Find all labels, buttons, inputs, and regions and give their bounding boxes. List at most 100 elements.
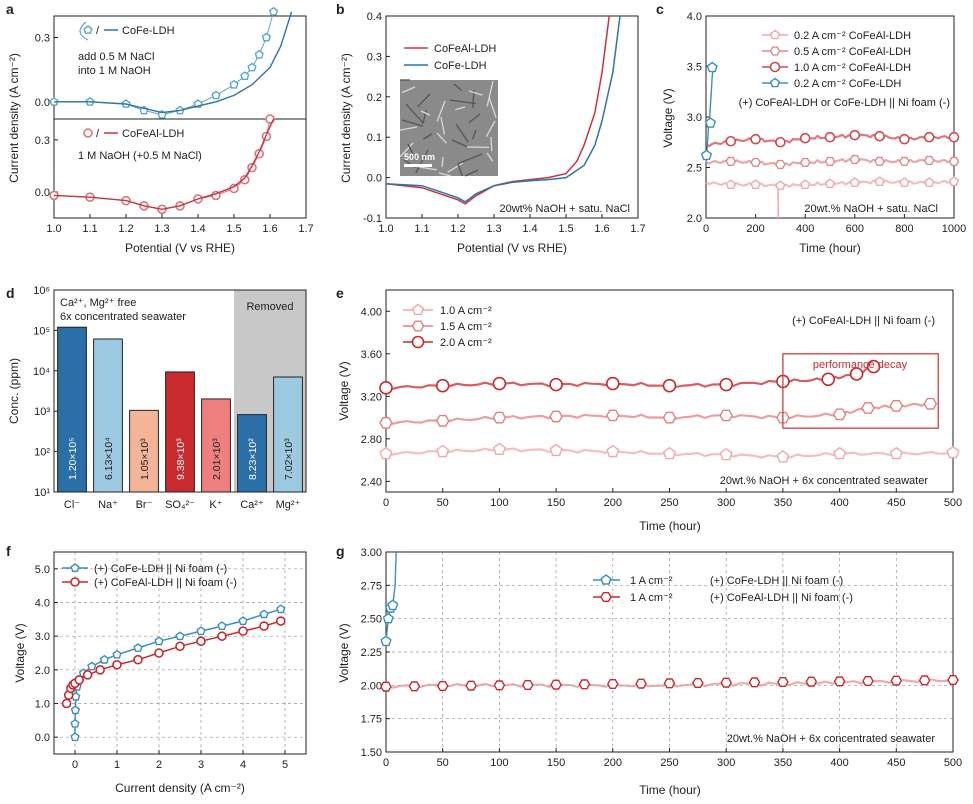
data-point xyxy=(217,621,227,630)
sem-texture xyxy=(415,149,429,174)
x-tick-label: 150 xyxy=(547,757,565,769)
y-tick-label: 4.0 xyxy=(687,11,702,23)
data-point xyxy=(662,411,677,424)
y-tick-label: 0.0 xyxy=(367,173,382,185)
data-point xyxy=(889,446,903,460)
x-tick-label: 1.2 xyxy=(450,223,465,235)
data-point xyxy=(492,442,506,455)
data-point xyxy=(777,677,789,687)
series-line xyxy=(705,66,715,163)
legend-label: (+) CoFeAl-LDH || Ni foam (-) xyxy=(94,577,237,589)
legend-marker xyxy=(83,128,93,138)
sem-texture xyxy=(405,103,424,124)
data-point xyxy=(259,609,269,619)
data-point xyxy=(380,681,392,692)
data-point xyxy=(550,679,562,690)
scale-bar-label: 500 nm xyxy=(404,152,435,162)
data-point xyxy=(704,117,717,128)
sem-texture xyxy=(451,139,469,148)
x-tick-label: 1 xyxy=(114,759,120,771)
data-point xyxy=(549,410,563,423)
legend-label: 0.5 A cm⁻² CoFeAl-LDH xyxy=(794,46,911,58)
data-point xyxy=(521,680,534,690)
y-tick-label: 10⁵ xyxy=(33,325,50,337)
data-point xyxy=(465,680,477,691)
data-point xyxy=(849,129,861,141)
data-point xyxy=(379,381,393,395)
y-tick-label: 3.0 xyxy=(687,112,702,124)
x-tick-label: 200 xyxy=(604,497,622,509)
subplot-frame xyxy=(53,118,307,219)
x-tick-label: 600 xyxy=(846,223,864,235)
x-tick-label: Cl⁻ xyxy=(64,499,80,511)
y-axis-label: Current density (A cm⁻²) xyxy=(7,53,21,183)
bar-4 xyxy=(201,398,231,493)
x-tick-label: 1.2 xyxy=(118,223,133,235)
data-point xyxy=(175,641,185,652)
data-point xyxy=(112,649,122,659)
legend-marker xyxy=(769,61,781,73)
y-tick-label: 3.60 xyxy=(361,349,382,361)
y-tick-label: 3.00 xyxy=(361,547,382,559)
plot-frame xyxy=(385,15,639,219)
x-tick-label: 100 xyxy=(490,497,508,509)
sem-texture xyxy=(455,123,469,143)
y-tick-label: 0.0 xyxy=(35,732,50,744)
sem-texture xyxy=(436,100,446,122)
annotation-text: 20wt% NaOH + satu. NaCl xyxy=(499,203,630,215)
data-point xyxy=(635,678,647,689)
x-tick-label: 400 xyxy=(796,223,814,235)
x-tick-label: 1.4 xyxy=(522,223,537,235)
annotation-arrow xyxy=(79,21,89,41)
legend-description: (+) CoFeAl-LDH || Ni foam (-) xyxy=(710,592,853,604)
series-line xyxy=(385,15,610,205)
x-tick-label: 1.7 xyxy=(630,223,645,235)
data-point xyxy=(700,149,713,161)
data-point xyxy=(211,90,221,100)
sem-texture xyxy=(486,80,494,107)
y-axis-label: Voltage (V) xyxy=(13,623,27,682)
annotation-text: 20wt.% NaOH + 6x concentrated seawater xyxy=(720,475,929,487)
data-point xyxy=(436,681,449,691)
sem-inset-background xyxy=(400,80,498,176)
y-tick-label: 0.3 xyxy=(367,51,382,63)
data-point xyxy=(133,654,143,665)
bar-value-label: 6.13×10⁴ xyxy=(103,437,115,480)
sem-texture xyxy=(417,93,431,108)
x-tick-label: 300 xyxy=(717,497,735,509)
x-tick-label: 50 xyxy=(437,757,449,769)
panel-letter: b xyxy=(336,1,345,17)
bar-6 xyxy=(273,376,303,493)
data-point xyxy=(99,654,110,664)
y-tick-label: 2.80 xyxy=(361,434,382,446)
legend-marker xyxy=(83,25,93,34)
sem-texture xyxy=(468,90,483,96)
data-point xyxy=(606,444,620,458)
y-tick-label: 2.5 xyxy=(687,163,702,175)
sem-texture xyxy=(399,142,414,158)
x-tick-label: 200 xyxy=(746,223,764,235)
x-tick-label: 1.4 xyxy=(190,223,205,235)
y-tick-label: 2.0 xyxy=(35,665,50,677)
data-point xyxy=(924,177,935,188)
y-tick-label: -0.1 xyxy=(363,213,382,225)
panel-letter: d xyxy=(6,285,15,301)
legend-label: CoFe-LDH xyxy=(122,25,175,37)
series-line xyxy=(385,15,621,203)
data-point xyxy=(275,616,286,626)
legend-label: 1.5 A cm⁻² xyxy=(440,321,492,333)
scale-bar xyxy=(404,164,432,167)
y-tick-label: 0.0 xyxy=(35,187,50,199)
data-point xyxy=(549,443,563,457)
data-point xyxy=(776,450,790,463)
x-tick-label: 0 xyxy=(72,759,78,771)
data-point xyxy=(874,156,885,167)
data-point xyxy=(605,376,620,391)
y-tick-label: 0.3 xyxy=(35,135,50,147)
sem-texture xyxy=(455,106,466,111)
data-point xyxy=(379,446,393,460)
bar-value-label: 8.23×10² xyxy=(247,438,259,480)
y-axis-label: Voltage (V) xyxy=(661,88,675,147)
data-point xyxy=(154,636,164,646)
data-point xyxy=(866,359,881,374)
